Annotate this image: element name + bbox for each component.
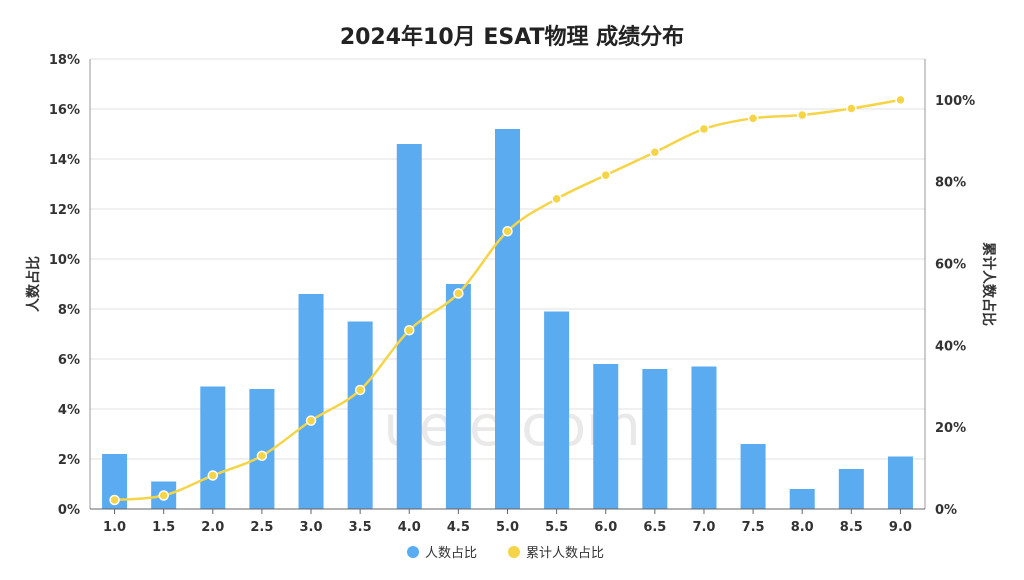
bar[interactable] bbox=[887, 456, 913, 510]
bar[interactable] bbox=[298, 294, 324, 509]
line-point[interactable] bbox=[895, 94, 906, 106]
line-point[interactable] bbox=[846, 103, 857, 114]
legend-label-line[interactable]: 累计人数占比 bbox=[526, 546, 604, 561]
y2-axis-label: 累计人数占比 bbox=[980, 242, 997, 326]
bar[interactable] bbox=[691, 366, 717, 510]
x-tick-label: 3.5 bbox=[349, 520, 372, 535]
line-point[interactable] bbox=[256, 450, 268, 462]
y-tick-label: 18% bbox=[49, 53, 80, 68]
x-tick-label: 8.5 bbox=[840, 520, 863, 535]
bar[interactable] bbox=[789, 489, 815, 509]
bar[interactable] bbox=[495, 129, 520, 509]
y2-tick-label: 100% bbox=[935, 94, 975, 109]
x-tick-label: 3.0 bbox=[300, 520, 323, 535]
bar[interactable] bbox=[445, 284, 471, 509]
y2-tick-label: 20% bbox=[935, 421, 966, 436]
bar[interactable] bbox=[544, 311, 570, 510]
x-tick-label: 5.0 bbox=[496, 520, 519, 535]
line-point[interactable] bbox=[207, 470, 219, 481]
y2-tick-label: 0% bbox=[935, 503, 957, 518]
x-tick-label: 2.0 bbox=[201, 520, 224, 535]
bar[interactable] bbox=[249, 389, 275, 509]
y-tick-label: 12% bbox=[49, 203, 80, 218]
x-tick-label: 6.5 bbox=[643, 520, 666, 535]
x-tick-label: 1.5 bbox=[152, 520, 175, 535]
legend-marker-bar[interactable] bbox=[407, 546, 419, 558]
y-tick-label: 6% bbox=[58, 353, 80, 368]
y-tick-label: 2% bbox=[58, 453, 80, 468]
x-tick-label: 2.5 bbox=[250, 520, 273, 535]
x-tick-label: 6.0 bbox=[594, 520, 617, 535]
line-point[interactable] bbox=[404, 324, 415, 336]
y-tick-label: 14% bbox=[49, 153, 80, 168]
x-tick-label: 9.0 bbox=[889, 520, 912, 535]
x-tick-label: 5.5 bbox=[545, 520, 568, 535]
bar[interactable] bbox=[347, 321, 373, 510]
x-tick-label: 8.0 bbox=[791, 520, 814, 535]
y2-tick-label: 40% bbox=[935, 339, 966, 354]
x-tick-label: 7.0 bbox=[692, 520, 715, 535]
y-tick-label: 8% bbox=[58, 303, 80, 318]
bar[interactable] bbox=[200, 386, 226, 510]
x-tick-label: 4.5 bbox=[447, 520, 470, 535]
x-tick-label: 4.0 bbox=[398, 520, 421, 535]
y-tick-label: 10% bbox=[49, 253, 80, 268]
y-tick-label: 16% bbox=[49, 103, 80, 118]
line-point[interactable] bbox=[796, 109, 808, 121]
line-point[interactable] bbox=[551, 193, 562, 205]
bar[interactable] bbox=[593, 364, 619, 509]
x-tick-label: 1.0 bbox=[103, 520, 126, 535]
bar[interactable] bbox=[838, 469, 864, 509]
y-tick-label: 0% bbox=[58, 503, 80, 518]
bar[interactable] bbox=[642, 369, 668, 509]
line-point[interactable] bbox=[747, 113, 759, 124]
line-point[interactable] bbox=[354, 384, 366, 396]
line-point[interactable] bbox=[600, 169, 611, 181]
legend: 人数占比 累计人数占比 bbox=[407, 546, 604, 561]
bar[interactable] bbox=[740, 444, 766, 509]
line-point[interactable] bbox=[109, 494, 120, 506]
line-point[interactable] bbox=[502, 225, 513, 237]
line-point[interactable] bbox=[698, 123, 710, 135]
y-tick-label: 4% bbox=[58, 403, 80, 418]
legend-marker-line[interactable] bbox=[508, 546, 520, 558]
chart-title: 2024年10月 ESAT物理 成绩分布 bbox=[340, 24, 684, 50]
x-tick-label: 7.5 bbox=[742, 520, 765, 535]
line-point[interactable] bbox=[649, 147, 661, 158]
y-axis-label: 人数占比 bbox=[25, 256, 42, 312]
line-point[interactable] bbox=[453, 288, 464, 299]
y2-tick-label: 80% bbox=[935, 176, 966, 191]
line-point[interactable] bbox=[158, 490, 169, 501]
y2-tick-label: 60% bbox=[935, 258, 966, 273]
legend-label-bar[interactable]: 人数占比 bbox=[425, 546, 477, 561]
line-point[interactable] bbox=[305, 415, 317, 426]
